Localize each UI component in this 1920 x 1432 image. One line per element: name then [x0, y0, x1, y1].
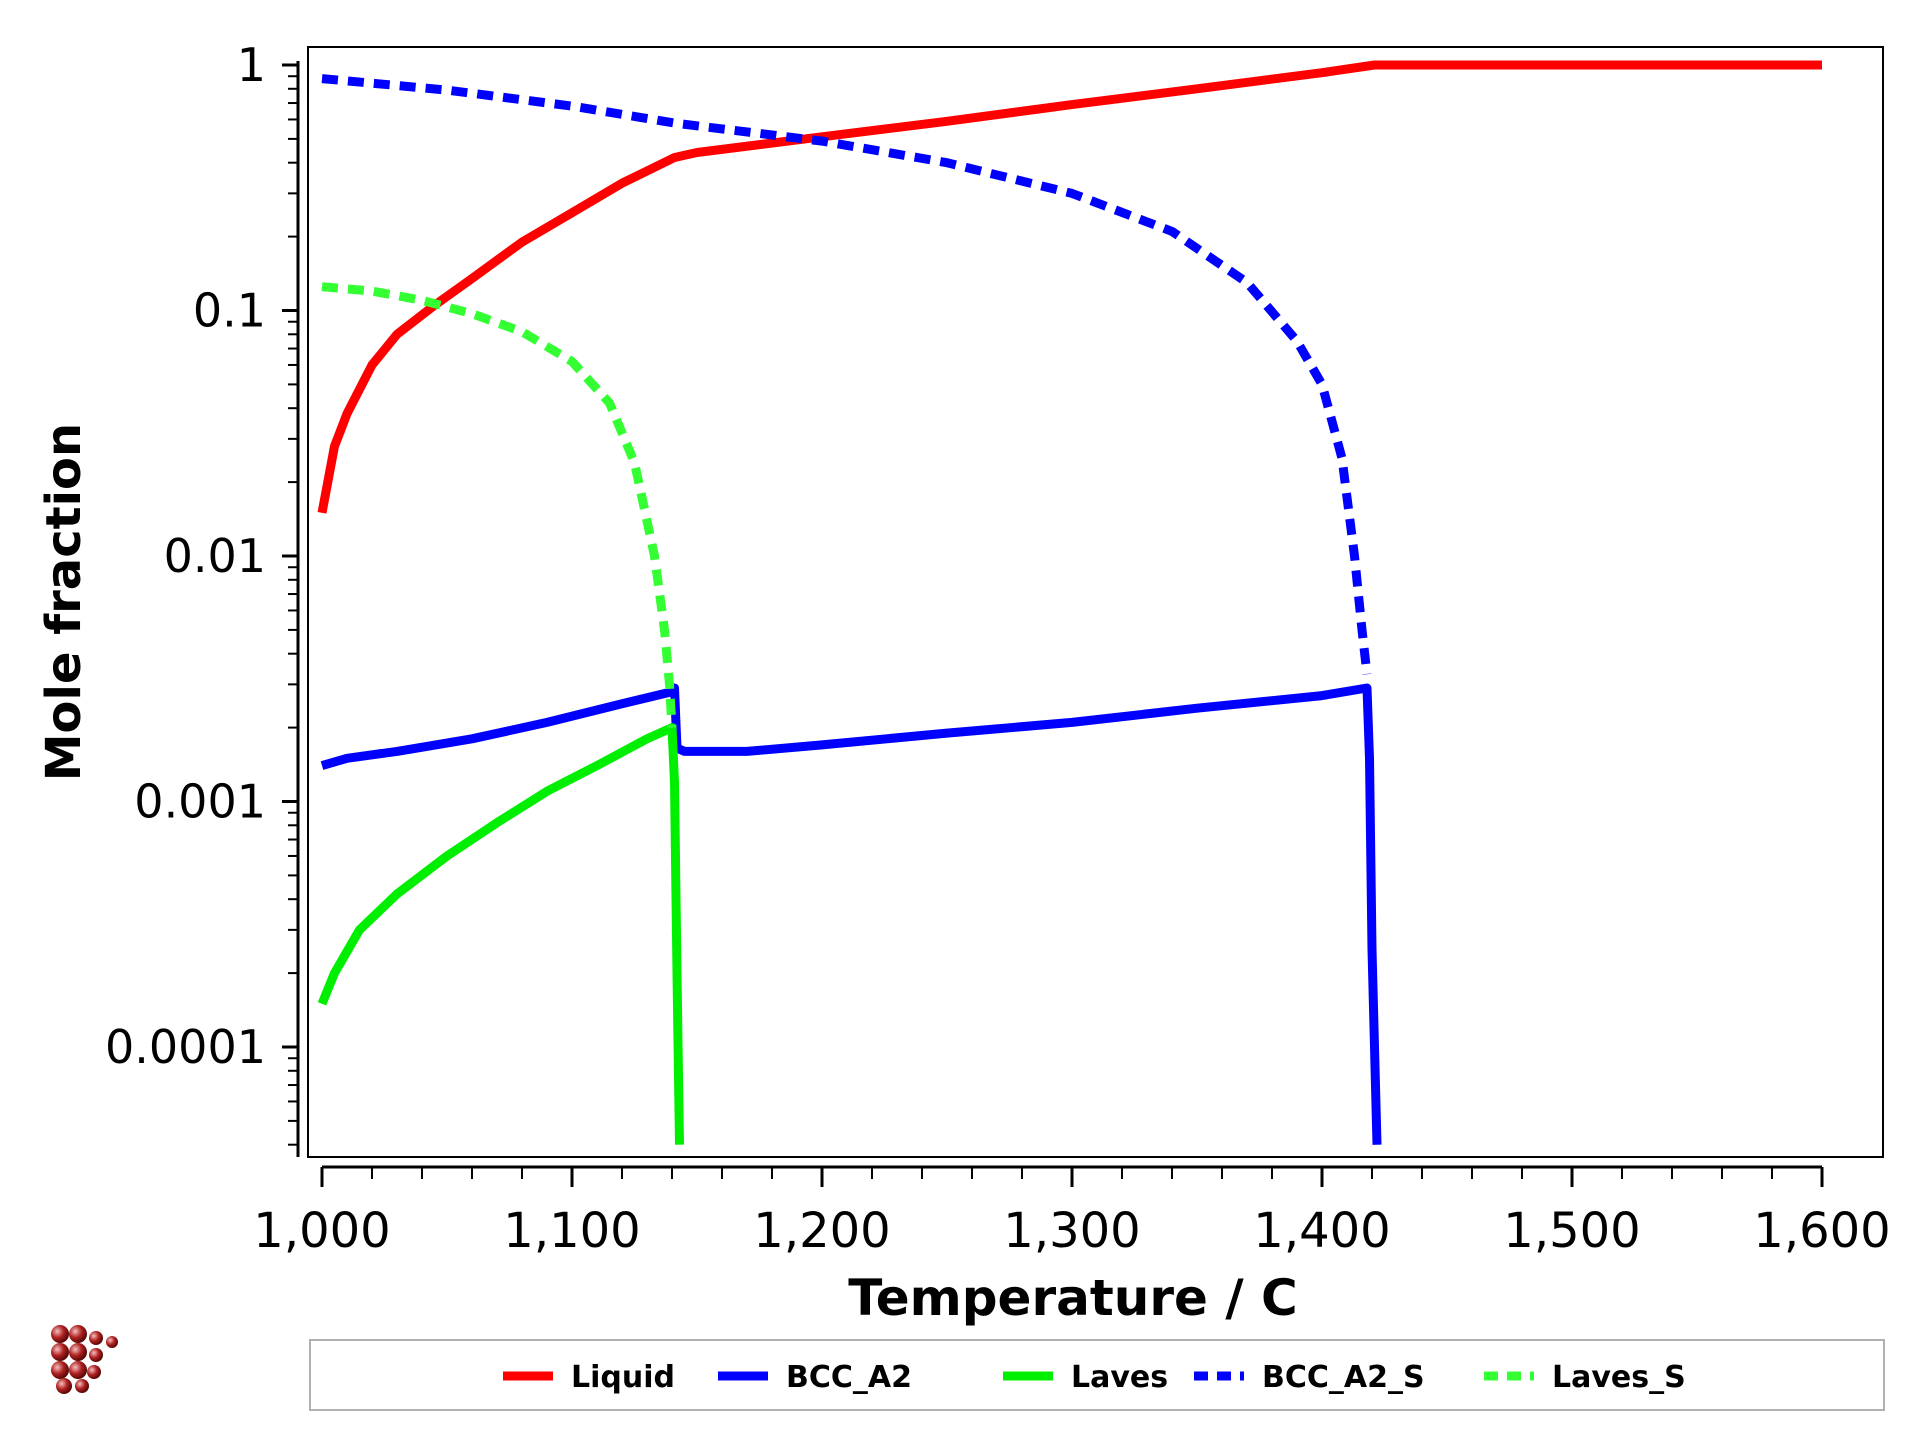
- x-axis: 1,000 1,100 1,200 1,300 1,400 1,500 1,600: [253, 1165, 1891, 1259]
- legend-label: BCC_A2: [786, 1360, 912, 1395]
- y-tick-label: 0.01: [164, 529, 266, 583]
- x-tick-label: 1,000: [253, 1203, 390, 1259]
- series-line-bcc-a2-s: [321, 74, 1372, 675]
- x-tick-label: 1,100: [503, 1203, 640, 1259]
- series-line-laves-s: [321, 282, 677, 728]
- y-axis: 0.0001 0.001 0.01 0.1 1: [105, 38, 300, 1157]
- legend: Liquid BCC_A2 Laves BCC_A2_S Laves_S: [503, 1360, 1686, 1395]
- y-tick-label: 0.1: [193, 284, 266, 338]
- series-layer: [317, 60, 1822, 1145]
- x-tick-label: 1,400: [1253, 1203, 1390, 1259]
- legend-box: [309, 1339, 1885, 1411]
- series-line-bcc-a2: [320, 683, 1382, 1145]
- x-tick-label: 1,600: [1753, 1203, 1890, 1259]
- plot-frame: [307, 46, 1884, 1158]
- y-tick-label: 0.0001: [105, 1020, 266, 1074]
- y-axis-label: Mole fraction: [36, 423, 92, 781]
- y-tick-label: 1: [237, 38, 266, 92]
- series-line-laves: [317, 723, 684, 1145]
- legend-label: Liquid: [571, 1360, 675, 1395]
- legend-label: Laves_S: [1552, 1360, 1686, 1395]
- legend-label: Laves: [1071, 1360, 1168, 1395]
- software-logo: [51, 1325, 118, 1394]
- x-tick-label: 1,300: [1003, 1203, 1140, 1259]
- y-tick-label: 0.001: [134, 775, 266, 829]
- x-tick-label: 1,500: [1503, 1203, 1640, 1259]
- legend-label: BCC_A2_S: [1262, 1360, 1425, 1395]
- series-line-liquid: [317, 60, 1822, 514]
- x-axis-label: Temperature / C: [848, 1269, 1297, 1327]
- x-tick-label: 1,200: [753, 1203, 890, 1259]
